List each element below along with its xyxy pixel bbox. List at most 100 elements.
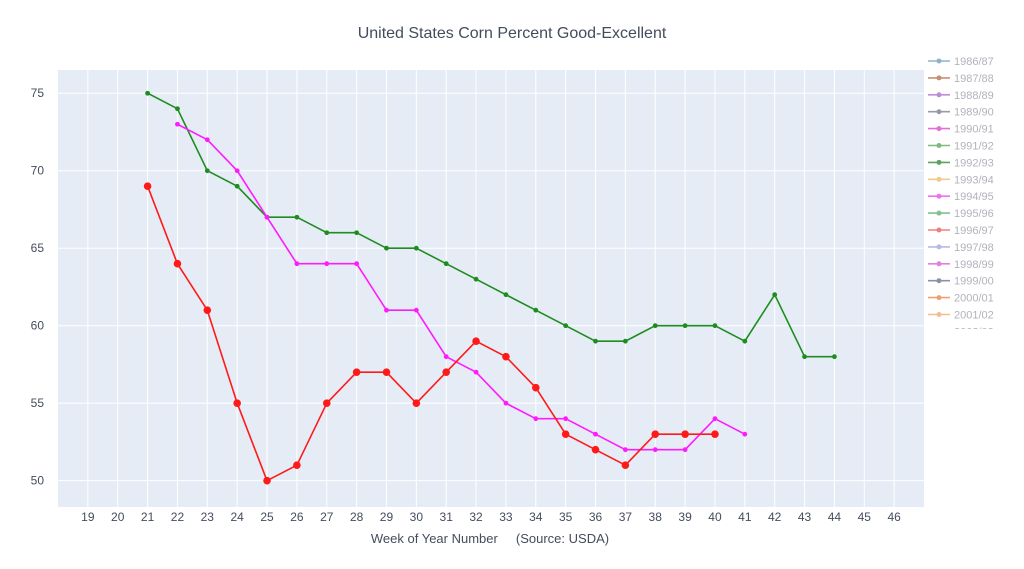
legend-item[interactable]: 1992/93 (928, 157, 994, 169)
data-point[interactable] (502, 352, 510, 361)
legend-item[interactable]: 1998/99 (928, 259, 994, 271)
data-point[interactable] (203, 306, 212, 314)
data-point[interactable] (175, 106, 180, 112)
data-point[interactable] (293, 461, 301, 469)
data-point[interactable] (233, 399, 241, 407)
data-point[interactable] (384, 307, 389, 313)
data-point[interactable] (175, 121, 180, 127)
data-point[interactable] (264, 214, 270, 220)
data-point[interactable] (651, 430, 660, 438)
data-point[interactable] (263, 476, 271, 485)
data-point[interactable] (145, 90, 150, 96)
data-point[interactable] (354, 261, 360, 267)
legend-label: 1986/87 (954, 56, 994, 68)
data-point[interactable] (533, 416, 539, 422)
y-tick-label: 60 (31, 319, 45, 333)
legend-item[interactable]: 1989/90 (928, 107, 994, 119)
data-point[interactable] (593, 338, 598, 344)
legend-item[interactable]: 1988/89 (928, 90, 994, 102)
data-point[interactable] (563, 416, 569, 422)
legend-item[interactable]: 1991/92 (928, 141, 994, 153)
x-tick-label: 21 (141, 510, 155, 524)
data-point[interactable] (413, 245, 419, 251)
legend-item[interactable]: 2002/03 (928, 326, 994, 338)
data-point[interactable] (382, 368, 391, 376)
legend-swatch-marker (936, 244, 942, 250)
data-point[interactable] (473, 276, 479, 282)
data-point[interactable] (621, 461, 630, 469)
data-point[interactable] (832, 354, 837, 360)
legend-item[interactable]: 1986/87 (928, 56, 994, 68)
data-point[interactable] (531, 383, 540, 392)
legend-swatch-marker (936, 159, 942, 165)
data-point[interactable] (413, 307, 419, 313)
data-point[interactable] (503, 400, 509, 406)
legend-viewport[interactable]: 1986/87 1987/88 1988/89 1989/90 1990/91 1991/… (928, 56, 994, 338)
data-point[interactable] (234, 168, 240, 174)
data-point[interactable] (622, 338, 628, 344)
data-point[interactable] (681, 430, 689, 438)
data-point[interactable] (742, 431, 748, 437)
data-point[interactable] (234, 183, 240, 189)
data-point[interactable] (173, 259, 182, 268)
legend-swatch-marker (936, 143, 942, 148)
x-tick-label: 29 (380, 510, 394, 524)
data-point[interactable] (742, 338, 748, 344)
legend-swatch-marker (936, 261, 942, 267)
data-point[interactable] (443, 354, 449, 360)
legend-swatch-marker (936, 295, 942, 301)
legend-item[interactable]: 2001/02 (928, 310, 994, 322)
legend-label: 1987/88 (954, 73, 994, 85)
data-point[interactable] (561, 430, 570, 438)
data-point[interactable] (473, 369, 479, 375)
legend-label: 1989/90 (954, 107, 994, 119)
legend-item[interactable]: 1990/91 (928, 124, 994, 136)
series-2[interactable] (143, 182, 719, 485)
data-point[interactable] (324, 261, 330, 267)
data-point[interactable] (503, 292, 509, 298)
data-point[interactable] (772, 292, 778, 298)
series-1[interactable] (175, 121, 748, 453)
legend-swatch-marker (936, 92, 942, 98)
data-point[interactable] (204, 137, 210, 143)
data-point[interactable] (802, 354, 807, 360)
data-point[interactable] (352, 368, 361, 376)
data-point[interactable] (591, 445, 600, 454)
data-point[interactable] (712, 416, 718, 422)
data-point[interactable] (322, 399, 331, 407)
data-point[interactable] (682, 447, 688, 453)
legend-item[interactable]: 1987/88 (928, 73, 994, 85)
x-tick-label: 27 (320, 510, 334, 524)
legend-item[interactable]: 1993/94 (928, 174, 994, 186)
data-point[interactable] (652, 323, 658, 329)
data-point[interactable] (204, 168, 210, 174)
data-point[interactable] (324, 230, 330, 236)
data-point[interactable] (682, 323, 688, 329)
data-point[interactable] (563, 323, 569, 329)
legend-item[interactable]: 1996/97 (928, 225, 994, 237)
data-point[interactable] (712, 323, 718, 329)
legend-item[interactable]: 1994/95 (928, 191, 994, 203)
data-point[interactable] (384, 245, 389, 251)
legend-item[interactable]: 1999/00 (928, 276, 994, 288)
data-point[interactable] (294, 214, 300, 220)
legend-item[interactable]: 1995/96 (928, 208, 994, 220)
data-point[interactable] (412, 399, 421, 407)
data-point[interactable] (294, 261, 300, 267)
series-0[interactable] (145, 90, 837, 360)
data-point[interactable] (472, 337, 480, 345)
data-point[interactable] (593, 431, 598, 437)
data-point[interactable] (533, 307, 539, 313)
data-point[interactable] (711, 430, 719, 438)
legend-item[interactable]: 2000/01 (928, 293, 994, 305)
data-point[interactable] (354, 230, 360, 236)
data-point[interactable] (143, 182, 152, 191)
data-point[interactable] (442, 368, 451, 376)
x-tick-label: 24 (230, 510, 244, 524)
x-tick-label: 34 (529, 510, 543, 524)
data-point[interactable] (443, 261, 449, 267)
legend-item[interactable]: 1997/98 (928, 242, 994, 254)
data-point[interactable] (652, 447, 658, 453)
data-point[interactable] (622, 447, 628, 453)
